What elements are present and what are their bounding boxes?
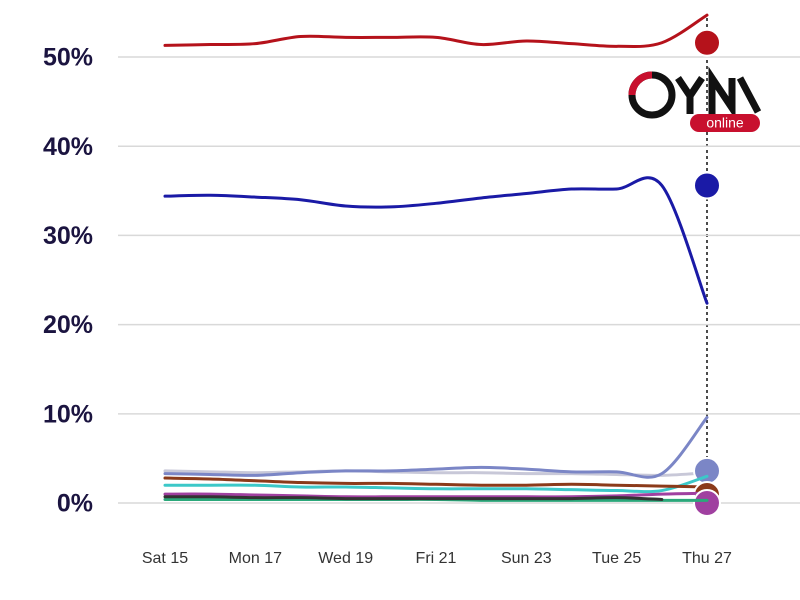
x-tick-label: Sat 15 — [142, 550, 188, 567]
y-tick-label: 0% — [57, 490, 93, 518]
series-line — [163, 474, 709, 494]
y-tick-label: 40% — [43, 133, 93, 161]
series-line — [163, 491, 709, 499]
y-tick-label: 20% — [43, 311, 93, 339]
series-marker — [693, 171, 721, 200]
series-marker — [693, 489, 721, 518]
x-tick-label: Thu 27 — [682, 550, 732, 567]
series-line — [163, 176, 709, 305]
series-line — [163, 476, 709, 489]
series-marker — [693, 28, 721, 57]
logo-badge — [690, 114, 760, 132]
logo-text: online — [706, 115, 744, 131]
y-tick-label: 50% — [43, 44, 93, 72]
logo: online — [628, 66, 762, 132]
series-line — [163, 415, 709, 479]
series-line — [163, 495, 664, 501]
x-tick-label: Tue 25 — [592, 550, 641, 567]
x-tick-label: Mon 17 — [229, 550, 282, 567]
plot-area — [118, 13, 800, 518]
logo-arc — [628, 71, 653, 96]
y-tick-label: 30% — [43, 222, 93, 250]
series-line — [163, 13, 709, 48]
logo-letters — [675, 66, 762, 120]
y-tick-label: 10% — [43, 400, 93, 428]
series-line — [163, 469, 709, 477]
x-tick-label: Wed 19 — [318, 550, 373, 567]
x-tick-label: Sun 23 — [501, 550, 552, 567]
x-tick-label: Fri 21 — [416, 550, 457, 567]
